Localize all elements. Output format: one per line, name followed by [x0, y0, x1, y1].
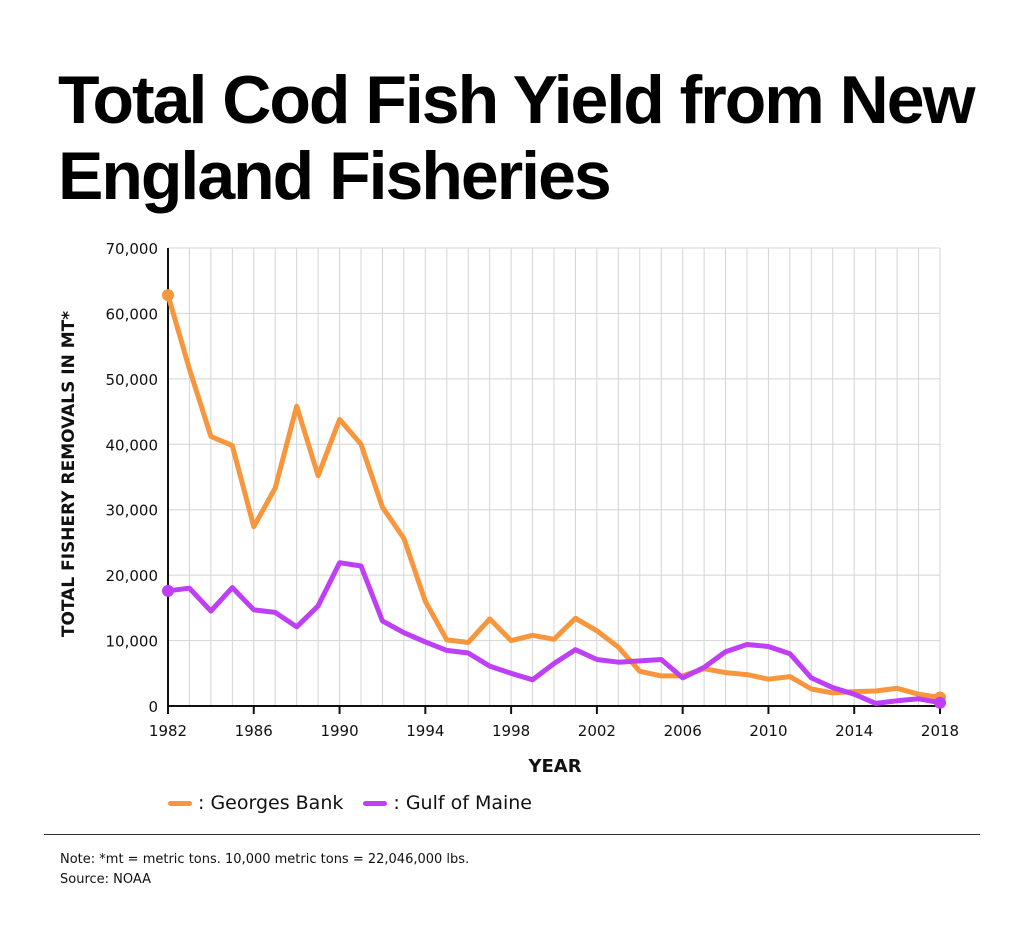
- y-tick-label: 0: [148, 698, 158, 716]
- legend-item-gulf-of-maine: : Gulf of Maine: [363, 792, 532, 814]
- x-tick-label: 1986: [235, 722, 273, 740]
- legend-swatch-gulf-of-maine: [363, 800, 388, 806]
- x-tick-label: 2010: [749, 722, 787, 740]
- x-tick-label: 1982: [149, 722, 187, 740]
- legend-label-gulf-of-maine: : Gulf of Maine: [393, 792, 532, 814]
- x-axis-label: YEAR: [527, 756, 581, 777]
- x-tick-label: 2018: [921, 722, 959, 740]
- series-point-georges-bank: [162, 289, 174, 302]
- chart-title: Total Cod Fish Yield from New England Fi…: [58, 62, 975, 214]
- x-tick-label: 2006: [664, 722, 702, 740]
- legend-swatch-georges-bank: [168, 800, 192, 806]
- legend-item-georges-bank: : Georges Bank: [168, 792, 343, 814]
- x-tick-label: 1994: [406, 722, 444, 740]
- x-tick-label: 1998: [492, 722, 530, 740]
- y-tick-label: 20,000: [106, 567, 159, 585]
- series-line-gulf-of-maine: [165, 560, 943, 706]
- x-tick-label: 2002: [578, 722, 616, 740]
- legend-label-georges-bank: : Georges Bank: [198, 792, 344, 814]
- y-tick-label: 70,000: [106, 240, 159, 258]
- y-tick-label: 50,000: [106, 371, 159, 389]
- footnote-source: Source: NOAA: [60, 872, 152, 887]
- y-tick-label: 60,000: [106, 305, 159, 323]
- series-line-georges-bank: [165, 292, 943, 700]
- y-tick-label: 40,000: [106, 436, 159, 454]
- y-axis-label: TOTAL FISHERY REMOVALS IN MT*: [59, 311, 79, 637]
- y-tick-label: 10,000: [106, 633, 159, 651]
- series-lines: [162, 289, 946, 709]
- y-tick-label: 30,000: [106, 502, 159, 520]
- grid: [167, 247, 941, 706]
- tick-labels: 0 10,000 20,000 30,000 40,000 50,000 60,000 70,…: [106, 240, 960, 740]
- x-tick-label: 1990: [320, 722, 358, 740]
- footnote-note: Note: *mt = metric tons. 10,000 metric t…: [60, 852, 470, 867]
- series-point-gulf-of-maine: [934, 696, 946, 709]
- divider: [44, 834, 980, 835]
- legend: : Georges Bank : Gulf of Maine: [168, 788, 532, 818]
- x-tick-label: 2014: [835, 722, 873, 740]
- series-point-gulf-of-maine: [162, 584, 174, 597]
